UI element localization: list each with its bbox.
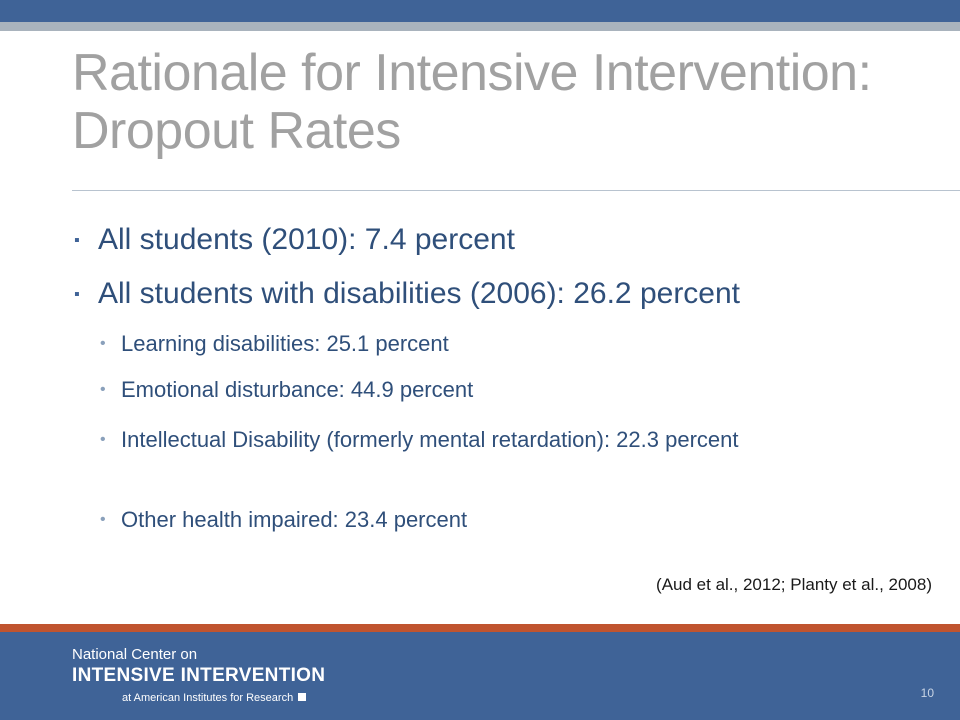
dot-bullet-icon: •: [100, 431, 106, 448]
sub-bullet-learning-disabilities: • Learning disabilities: 25.1 percent: [100, 328, 900, 360]
sub-bullet-emotional-disturbance: • Emotional disturbance: 44.9 percent: [100, 374, 900, 406]
footer: National Center on INTENSIVE INTERVENTIO…: [0, 632, 960, 720]
logo-line-2: INTENSIVE INTERVENTION: [72, 665, 326, 686]
bullet-text: All students with disabilities (2006): 2…: [98, 277, 741, 310]
citation: (Aud et al., 2012; Planty et al., 2008): [656, 575, 932, 594]
bullet-item-all-students: ▪ All students (2010): 7.4 percent: [74, 222, 515, 259]
slide-title: Rationale for Intensive Intervention: Dr…: [72, 44, 932, 160]
logo-line-3-text: at American Institutes for Research: [122, 692, 294, 704]
logo-square-icon: [298, 693, 307, 701]
square-bullet-icon: ▪: [74, 286, 80, 303]
footer-accent-stripe: [0, 624, 960, 632]
sub-bullet-other-health-impaired: • Other health impaired: 23.4 percent: [100, 504, 900, 536]
sub-bullet-text: Emotional disturbance: 44.9 percent: [121, 377, 474, 402]
logo-line-3: at American Institutes for Research: [72, 688, 325, 708]
bullet-item-students-with-disabilities: ▪ All students with disabilities (2006): …: [74, 276, 740, 313]
square-bullet-icon: ▪: [74, 232, 80, 249]
sub-bullet-intellectual-disability: • Intellectual Disability (formerly ment…: [100, 424, 860, 456]
logo-line-1: National Center on: [72, 646, 198, 663]
header-stripe: [0, 22, 960, 31]
sub-bullet-text: Other health impaired: 23.4 percent: [121, 507, 468, 532]
page-number: 10: [920, 686, 934, 700]
sub-bullet-text: Intellectual Disability (formerly mental…: [121, 427, 739, 452]
dot-bullet-icon: •: [100, 381, 106, 398]
title-line-2: Dropout Rates: [72, 102, 401, 160]
dot-bullet-icon: •: [100, 335, 106, 352]
header-bar: [0, 0, 960, 22]
title-line-1: Rationale for Intensive Intervention:: [72, 44, 872, 102]
nci-logo: National Center on INTENSIVE INTERVENTIO…: [72, 646, 325, 708]
sub-bullet-text: Learning disabilities: 25.1 percent: [121, 331, 449, 356]
dot-bullet-icon: •: [100, 511, 106, 528]
title-divider: [72, 190, 960, 191]
bullet-text: All students (2010): 7.4 percent: [98, 223, 515, 256]
